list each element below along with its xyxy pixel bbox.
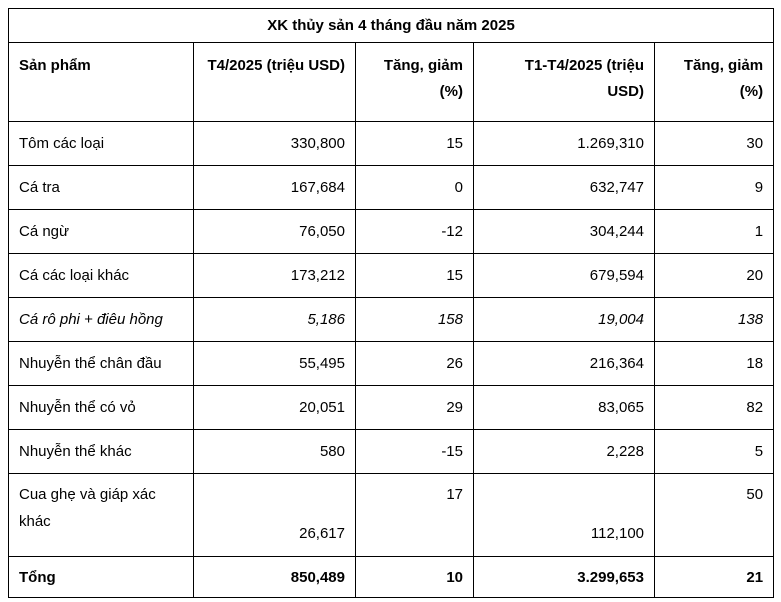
cell-t1t4-change: 30: [653, 121, 775, 166]
table-row: Nhuyễn thể có vỏ 20,051 29 83,065 82: [8, 385, 775, 430]
table-header-row: Sản phẩm T4/2025 (triệu USD) Tăng, giảm …: [8, 42, 775, 122]
header-t1t4-usd: T1-T4/2025 (triệu USD): [473, 42, 655, 122]
cell-t1t4-usd: 304,244: [473, 209, 655, 254]
cell-t4-change: 158: [355, 297, 474, 342]
table-row: Cá ngừ 76,050 -12 304,244 1: [8, 209, 775, 254]
cell-t4-usd: 850,489: [193, 556, 356, 598]
cell-product: Tôm các loại: [8, 121, 194, 166]
table-title: XK thủy sản 4 tháng đầu năm 2025: [7, 8, 775, 43]
cell-t1t4-change: 9: [653, 165, 775, 210]
cell-t1t4-usd: 2,228: [473, 429, 655, 474]
cell-t4-usd: 76,050: [193, 209, 356, 254]
cell-t1t4-usd: 112,100: [473, 473, 655, 557]
cell-t1t4-change: 21: [653, 556, 775, 598]
cell-product: Tổng: [8, 556, 194, 598]
cell-product: Cá rô phi + điêu hồng: [8, 297, 194, 342]
cell-product: Nhuyễn thể khác: [8, 429, 194, 474]
cell-t1t4-usd: 679,594: [473, 253, 655, 298]
cell-t1t4-usd: 1.269,310: [473, 121, 655, 166]
cell-t1t4-usd: 216,364: [473, 341, 655, 386]
cell-t4-usd: 330,800: [193, 121, 356, 166]
header-t4-change: Tăng, giảm (%): [355, 42, 474, 122]
table-total-row: Tổng 850,489 10 3.299,653 21: [8, 556, 775, 598]
cell-t1t4-change: 20: [653, 253, 775, 298]
cell-t1t4-change: 18: [653, 341, 775, 386]
cell-t4-change: 17: [355, 473, 474, 557]
cell-t1t4-usd: 632,747: [473, 165, 655, 210]
cell-t4-usd: 5,186: [193, 297, 356, 342]
cell-t4-usd: 580: [193, 429, 356, 474]
cell-product: Cua ghẹ và giáp xác khác: [8, 473, 194, 557]
table-row: Cá các loại khác 173,212 15 679,594 20: [8, 253, 775, 298]
cell-product: Cá ngừ: [8, 209, 194, 254]
cell-t1t4-change: 138: [653, 297, 775, 342]
cell-t4-change: 15: [355, 253, 474, 298]
cell-t1t4-usd: 19,004: [473, 297, 655, 342]
seafood-export-table: XK thủy sản 4 tháng đầu năm 2025 Sản phẩ…: [7, 8, 775, 598]
cell-t4-usd: 26,617: [193, 473, 356, 557]
cell-t4-usd: 173,212: [193, 253, 356, 298]
table-title-row: XK thủy sản 4 tháng đầu năm 2025: [7, 8, 775, 43]
cell-t4-change: 10: [355, 556, 474, 598]
header-product: Sản phẩm: [8, 42, 194, 122]
cell-t1t4-change: 1: [653, 209, 775, 254]
cell-t4-change: 15: [355, 121, 474, 166]
cell-t1t4-change: 5: [653, 429, 775, 474]
header-t4-usd: T4/2025 (triệu USD): [193, 42, 356, 122]
cell-product: Cá tra: [8, 165, 194, 210]
table-row: Cá rô phi + điêu hồng 5,186 158 19,004 1…: [8, 297, 775, 342]
cell-t4-change: 29: [355, 385, 474, 430]
cell-t1t4-usd: 3.299,653: [473, 556, 655, 598]
table-row: Nhuyễn thể khác 580 -15 2,228 5: [8, 429, 775, 474]
cell-product: Nhuyễn thể có vỏ: [8, 385, 194, 430]
table-row: Cá tra 167,684 0 632,747 9: [8, 165, 775, 210]
cell-product: Nhuyễn thể chân đầu: [8, 341, 194, 386]
cell-t4-change: 26: [355, 341, 474, 386]
cell-t4-usd: 55,495: [193, 341, 356, 386]
cell-t4-change: -15: [355, 429, 474, 474]
cell-t4-change: -12: [355, 209, 474, 254]
table-row: Nhuyễn thể chân đầu 55,495 26 216,364 18: [8, 341, 775, 386]
cell-t1t4-change: 82: [653, 385, 775, 430]
cell-t1t4-change: 50: [653, 473, 775, 557]
table-row: Cua ghẹ và giáp xác khác 26,617 17 112,1…: [8, 473, 775, 557]
cell-t4-usd: 20,051: [193, 385, 356, 430]
header-t1t4-change: Tăng, giảm (%): [653, 42, 775, 122]
cell-t4-change: 0: [355, 165, 474, 210]
cell-t4-usd: 167,684: [193, 165, 356, 210]
cell-product: Cá các loại khác: [8, 253, 194, 298]
cell-t1t4-usd: 83,065: [473, 385, 655, 430]
table-row: Tôm các loại 330,800 15 1.269,310 30: [8, 121, 775, 166]
